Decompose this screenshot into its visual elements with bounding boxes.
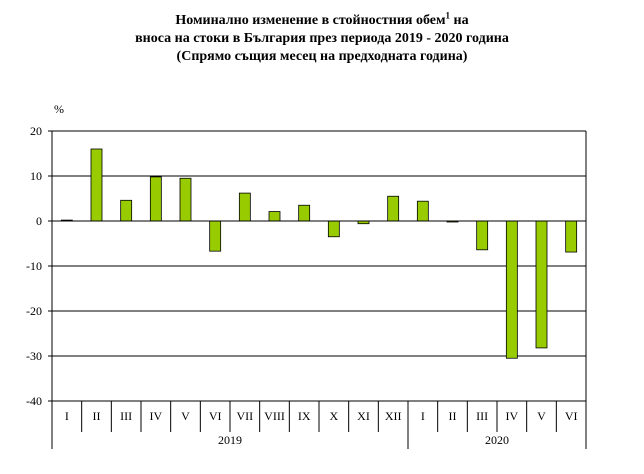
x-tick-label: III — [120, 409, 132, 423]
x-tick-label: IV — [149, 409, 162, 423]
bar — [298, 204, 311, 222]
x-tick-label: IX — [298, 409, 311, 423]
bar — [416, 200, 429, 222]
x-tick-label: XII — [385, 409, 402, 423]
bar — [238, 192, 251, 222]
x-tick-label: III — [476, 409, 488, 423]
year-label: 2019 — [218, 433, 242, 447]
x-tick-label: I — [65, 409, 69, 423]
chart-title: Номинално изменение в стойностния обем1 … — [0, 10, 644, 66]
year-labels: 2019 2020 — [218, 433, 509, 447]
x-tick-label: IV — [505, 409, 518, 423]
x-tick-label: VI — [565, 409, 578, 423]
bar — [179, 177, 192, 222]
y-tick-label: -40 — [26, 394, 42, 408]
bar — [90, 148, 103, 222]
x-tick-label: II — [449, 409, 457, 423]
bar — [535, 220, 548, 349]
title-line-1: Номинално изменение в стойностния обем1 … — [175, 10, 469, 28]
bar — [565, 220, 578, 253]
bar — [209, 220, 222, 252]
bar — [387, 195, 400, 222]
y-tick-label: -30 — [26, 349, 42, 363]
bar — [120, 199, 133, 222]
bar — [149, 176, 162, 222]
axes — [51, 131, 587, 449]
x-tick-label: VII — [236, 409, 253, 423]
y-tick-label: 20 — [30, 124, 42, 138]
x-tick-label: X — [329, 409, 338, 423]
x-tick-labels: I II III IV V VI VII VIII IX X XI XII I II III IV V VI — [65, 409, 578, 423]
x-tick-label: VI — [209, 409, 222, 423]
x-tick-label: XI — [357, 409, 370, 423]
y-axis-label: % — [54, 102, 64, 116]
x-tick-label: V — [537, 409, 546, 423]
title-superscript: 1 — [445, 10, 451, 21]
bar — [268, 211, 281, 222]
x-tick-label: VIII — [264, 409, 285, 423]
x-tick-label: II — [93, 409, 101, 423]
bar — [327, 220, 340, 238]
x-tick-label: I — [421, 409, 425, 423]
title-line-3: (Спрямо същия месец на предходната годин… — [176, 49, 468, 64]
y-tick-label: -20 — [26, 304, 42, 318]
gridlines — [48, 130, 586, 402]
y-tick-labels: 20 10 0 -10 -20 -30 -40 — [26, 124, 42, 408]
bar — [476, 220, 489, 251]
y-tick-label: -10 — [26, 259, 42, 273]
x-tick-label: V — [181, 409, 190, 423]
bars — [60, 148, 578, 359]
y-tick-label: 0 — [36, 214, 42, 228]
bar — [505, 220, 518, 359]
title-line-2: вноса на стоки в България през периода 2… — [135, 31, 509, 46]
year-label: 2020 — [485, 433, 509, 447]
y-tick-label: 10 — [30, 169, 42, 183]
